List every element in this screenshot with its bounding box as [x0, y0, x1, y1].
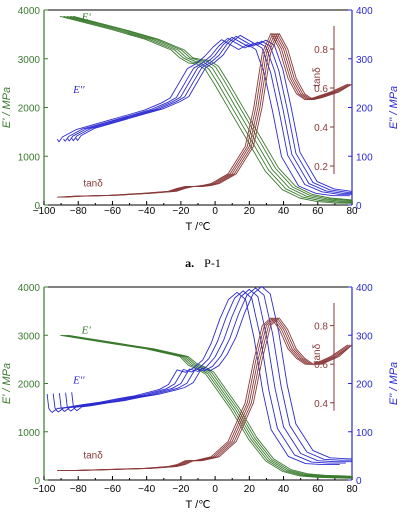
left-tick-label: 1000 — [18, 152, 41, 163]
left-tick-label: 4000 — [18, 283, 41, 294]
tan-axis-label: tanδ — [312, 67, 323, 87]
left-axis-label: E' / MPa — [1, 87, 13, 128]
series-storage-modulus — [59, 15, 353, 204]
series-line — [71, 35, 352, 193]
tan-tick-label: 0.2 — [314, 162, 328, 173]
series-line — [61, 32, 353, 198]
x-tick-label: 80 — [346, 484, 358, 495]
series-line — [63, 15, 353, 203]
tan-tick-label: 0.4 — [314, 123, 328, 134]
storage-modulus-label: E' — [81, 12, 92, 24]
series-line — [68, 334, 353, 477]
series-tan-delta — [57, 317, 353, 471]
series-line — [75, 34, 352, 192]
series-line — [65, 317, 353, 471]
right-tick-label: 400 — [356, 283, 373, 294]
x-tick-label: −80 — [70, 484, 87, 495]
tan-tick-label: 0.6 — [314, 84, 328, 95]
right-tick-label: 0 — [356, 476, 362, 487]
x-tick-label: 0 — [212, 484, 218, 495]
chart-panel-2: −100 −80 −60 −40 −20 0 20 40 60 80010002000300040… — [1, 283, 400, 511]
x-tick-label: −60 — [104, 484, 121, 495]
x-tick-label: −20 — [172, 206, 189, 217]
x-tick-label: −20 — [172, 484, 189, 495]
tan-tick-label: 0.4 — [314, 399, 328, 410]
right-tick-label: 200 — [356, 104, 373, 115]
x-tick-label: −100 — [33, 206, 56, 217]
x-tick-label: 20 — [244, 484, 256, 495]
series-loss-modulus — [56, 34, 352, 197]
series-line — [66, 334, 353, 478]
x-tick-label: 60 — [312, 484, 324, 495]
x-tick-label: 20 — [244, 206, 256, 217]
loss-modulus-label: E'' — [72, 84, 85, 96]
right-tick-label: 400 — [356, 6, 373, 17]
left-tick-label: 2000 — [18, 380, 41, 391]
right-tick-label: 100 — [356, 428, 373, 439]
right-axis-label: E'' / MPa — [388, 86, 400, 129]
series-tan-delta — [56, 32, 353, 198]
tan-tick-label: 0.6 — [314, 360, 328, 371]
series-storage-modulus — [60, 334, 353, 479]
tan-tick-label: 0.8 — [314, 322, 328, 333]
loss-modulus-label: E'' — [72, 375, 85, 387]
series-line — [64, 334, 353, 478]
left-tick-label: 0 — [34, 201, 40, 212]
series-line — [59, 32, 351, 198]
series-line — [52, 290, 346, 464]
series-line — [65, 32, 353, 198]
series-line — [65, 287, 352, 461]
x-tick-label: 40 — [278, 206, 290, 217]
panel-caption-letter: a. — [185, 256, 194, 270]
x-tick-label: 80 — [346, 206, 358, 217]
series-line — [67, 36, 352, 194]
panel-caption-name: P-1 — [204, 256, 221, 270]
x-tick-label: −60 — [104, 206, 121, 217]
series-line — [59, 15, 351, 204]
x-tick-label: 0 — [212, 206, 218, 217]
left-tick-label: 3000 — [18, 331, 41, 342]
storage-modulus-label: E' — [81, 324, 92, 336]
right-axis-label: E'' / MPa — [388, 362, 400, 405]
left-axis-label: E' / MPa — [1, 363, 13, 404]
left-tick-label: 3000 — [18, 55, 41, 66]
series-line — [63, 37, 352, 195]
left-tick-label: 4000 — [18, 6, 41, 17]
series-line — [72, 15, 353, 201]
right-tick-label: 200 — [356, 380, 373, 391]
left-tick-label: 2000 — [18, 104, 41, 115]
x-axis-label: T /℃ — [186, 499, 211, 511]
x-tick-label: 60 — [312, 206, 324, 217]
series-line — [46, 291, 340, 466]
panel-caption: a. P-1 — [185, 256, 221, 270]
x-tick-label: −80 — [70, 206, 87, 217]
series-line — [56, 39, 350, 197]
left-tick-label: 0 — [34, 476, 40, 487]
x-tick-label: −100 — [33, 484, 56, 495]
series-line — [58, 288, 352, 463]
series-line — [70, 15, 353, 202]
left-tick-label: 1000 — [18, 428, 41, 439]
right-tick-label: 0 — [356, 201, 362, 212]
right-tick-label: 300 — [356, 331, 373, 342]
tan-delta-label: tanδ — [83, 450, 103, 461]
series-loss-modulus — [46, 286, 352, 466]
x-tick-label: 40 — [278, 484, 290, 495]
x-tick-label: −40 — [138, 206, 155, 217]
series-line — [63, 32, 353, 198]
tan-axis-label: tanδ — [312, 343, 323, 363]
series-line — [71, 286, 352, 460]
x-tick-label: −40 — [138, 484, 155, 495]
tan-delta-label: tanδ — [83, 178, 103, 189]
right-tick-label: 100 — [356, 152, 373, 163]
x-axis-label: T /℃ — [186, 221, 211, 233]
right-tick-label: 300 — [356, 55, 373, 66]
chart-panel-1: −100 −80 −60 −40 −20 0 20 40 60 80010002000300040… — [1, 6, 400, 270]
tan-tick-label: 0.8 — [314, 45, 328, 56]
series-line — [60, 334, 352, 479]
series-line — [66, 15, 353, 203]
series-line — [63, 317, 353, 471]
